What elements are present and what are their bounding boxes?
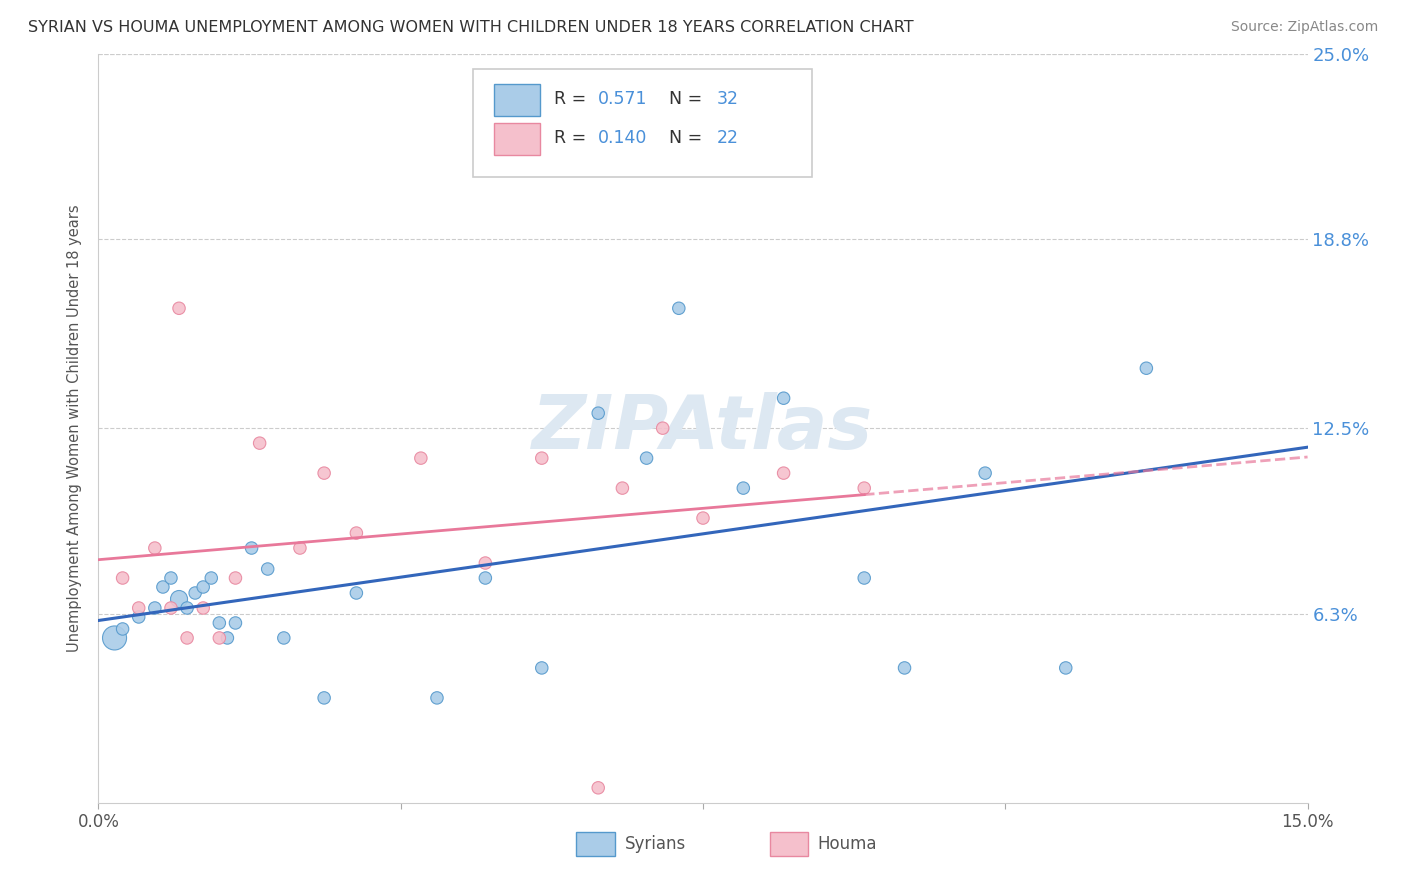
- Point: [651, 421, 673, 435]
- Bar: [769, 832, 808, 856]
- Bar: [576, 832, 614, 856]
- Text: SYRIAN VS HOUMA UNEMPLOYMENT AMONG WOMEN WITH CHILDREN UNDER 18 YEARS CORRELATIO: SYRIAN VS HOUMA UNEMPLOYMENT AMONG WOMEN…: [28, 20, 914, 35]
- Point: [224, 571, 246, 585]
- Point: [314, 690, 336, 705]
- Point: [200, 571, 222, 585]
- Point: [1135, 361, 1157, 376]
- Point: [128, 610, 150, 624]
- Point: [586, 406, 609, 420]
- Point: [636, 451, 658, 466]
- Point: [733, 481, 755, 495]
- Point: [128, 601, 150, 615]
- Point: [143, 601, 166, 615]
- Text: Houma: Houma: [818, 835, 877, 853]
- Point: [103, 631, 125, 645]
- FancyBboxPatch shape: [474, 69, 811, 178]
- Point: [1054, 661, 1077, 675]
- Point: [853, 481, 876, 495]
- Point: [530, 661, 553, 675]
- Point: [208, 631, 231, 645]
- Point: [143, 541, 166, 555]
- Text: 32: 32: [716, 90, 738, 108]
- Point: [176, 601, 198, 615]
- Point: [208, 615, 231, 630]
- Point: [314, 466, 336, 480]
- Text: 0.140: 0.140: [598, 129, 647, 147]
- Point: [586, 780, 609, 795]
- Point: [772, 466, 794, 480]
- Point: [273, 631, 295, 645]
- Point: [893, 661, 915, 675]
- Point: [240, 541, 263, 555]
- Point: [217, 631, 239, 645]
- Point: [772, 391, 794, 405]
- Point: [111, 622, 134, 636]
- Point: [974, 466, 997, 480]
- Point: [409, 451, 432, 466]
- Point: [176, 631, 198, 645]
- Y-axis label: Unemployment Among Women with Children Under 18 years: Unemployment Among Women with Children U…: [67, 204, 83, 652]
- Point: [474, 556, 496, 570]
- Point: [160, 571, 183, 585]
- Point: [530, 451, 553, 466]
- Text: Syrians: Syrians: [624, 835, 686, 853]
- Point: [160, 601, 183, 615]
- Text: R =: R =: [554, 90, 592, 108]
- Point: [474, 571, 496, 585]
- Point: [167, 592, 190, 607]
- Text: 22: 22: [716, 129, 738, 147]
- Bar: [494, 84, 540, 116]
- Point: [256, 562, 278, 576]
- Point: [249, 436, 271, 450]
- Point: [344, 526, 367, 541]
- Point: [193, 580, 215, 594]
- Text: N =: N =: [658, 129, 709, 147]
- Point: [193, 601, 215, 615]
- Point: [692, 511, 714, 525]
- Point: [344, 586, 367, 600]
- Point: [426, 690, 449, 705]
- Text: Source: ZipAtlas.com: Source: ZipAtlas.com: [1230, 20, 1378, 34]
- Text: R =: R =: [554, 129, 592, 147]
- Point: [612, 481, 634, 495]
- Point: [668, 301, 690, 316]
- Text: 0.571: 0.571: [598, 90, 647, 108]
- Point: [288, 541, 311, 555]
- Point: [167, 301, 190, 316]
- Text: ZIPAtlas: ZIPAtlas: [533, 392, 873, 465]
- Point: [853, 571, 876, 585]
- Bar: [494, 123, 540, 154]
- Point: [111, 571, 134, 585]
- Point: [184, 586, 207, 600]
- Point: [152, 580, 174, 594]
- Text: N =: N =: [658, 90, 709, 108]
- Point: [224, 615, 246, 630]
